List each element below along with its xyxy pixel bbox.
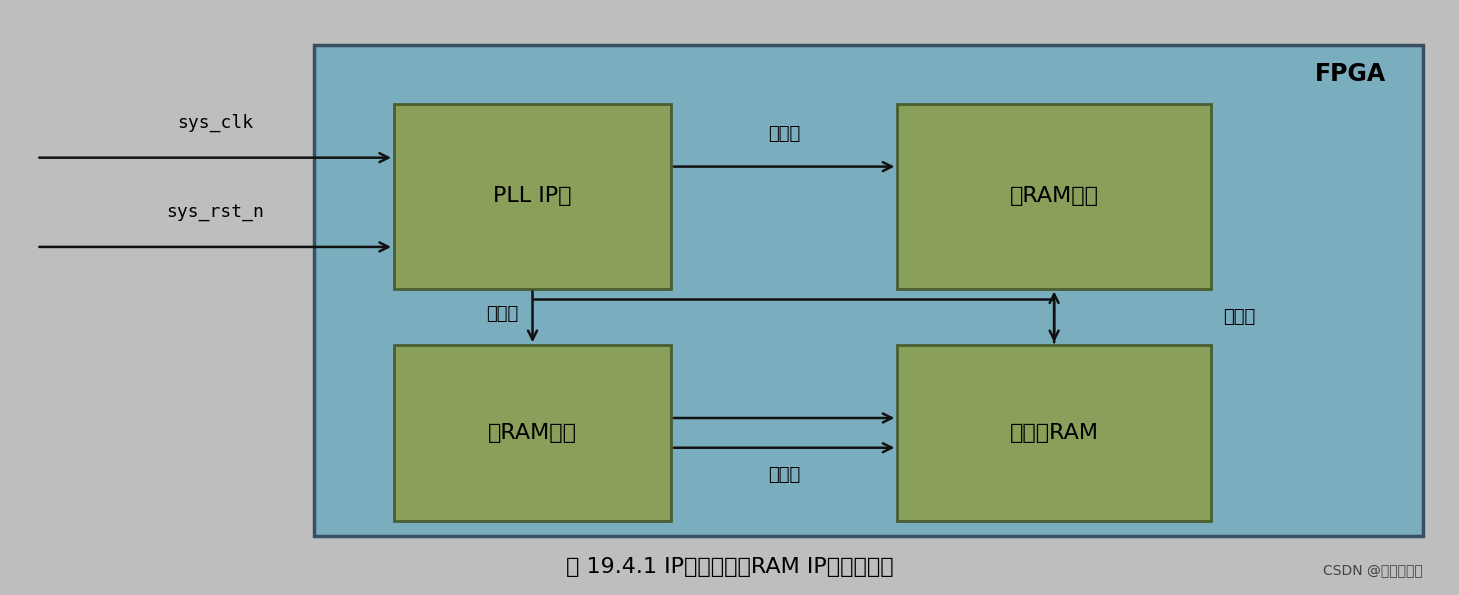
Bar	[897, 345, 1211, 521]
Bar	[394, 104, 671, 289]
Text: 读RAM模块: 读RAM模块	[1010, 186, 1099, 206]
Text: sys_clk: sys_clk	[177, 114, 254, 132]
Text: 读数据: 读数据	[1223, 308, 1255, 326]
Text: 双端口RAM: 双端口RAM	[1010, 423, 1099, 443]
Text: 写RAM模块: 写RAM模块	[487, 423, 578, 443]
Text: FPGA: FPGA	[1315, 62, 1386, 86]
Text: CSDN @混子王江江: CSDN @混子王江江	[1323, 563, 1423, 577]
Text: 图 19.4.1 IP核之双端口RAM IP核系统框图: 图 19.4.1 IP核之双端口RAM IP核系统框图	[566, 557, 893, 577]
Bar	[314, 45, 1423, 536]
Text: 写数据: 写数据	[767, 465, 801, 484]
Text: PLL IP核: PLL IP核	[493, 186, 572, 206]
Text: sys_rst_n: sys_rst_n	[166, 203, 264, 221]
Text: 读时钟: 读时钟	[767, 125, 801, 143]
Bar	[394, 345, 671, 521]
Text: 写时钟: 写时钟	[486, 305, 518, 323]
Bar	[897, 104, 1211, 289]
